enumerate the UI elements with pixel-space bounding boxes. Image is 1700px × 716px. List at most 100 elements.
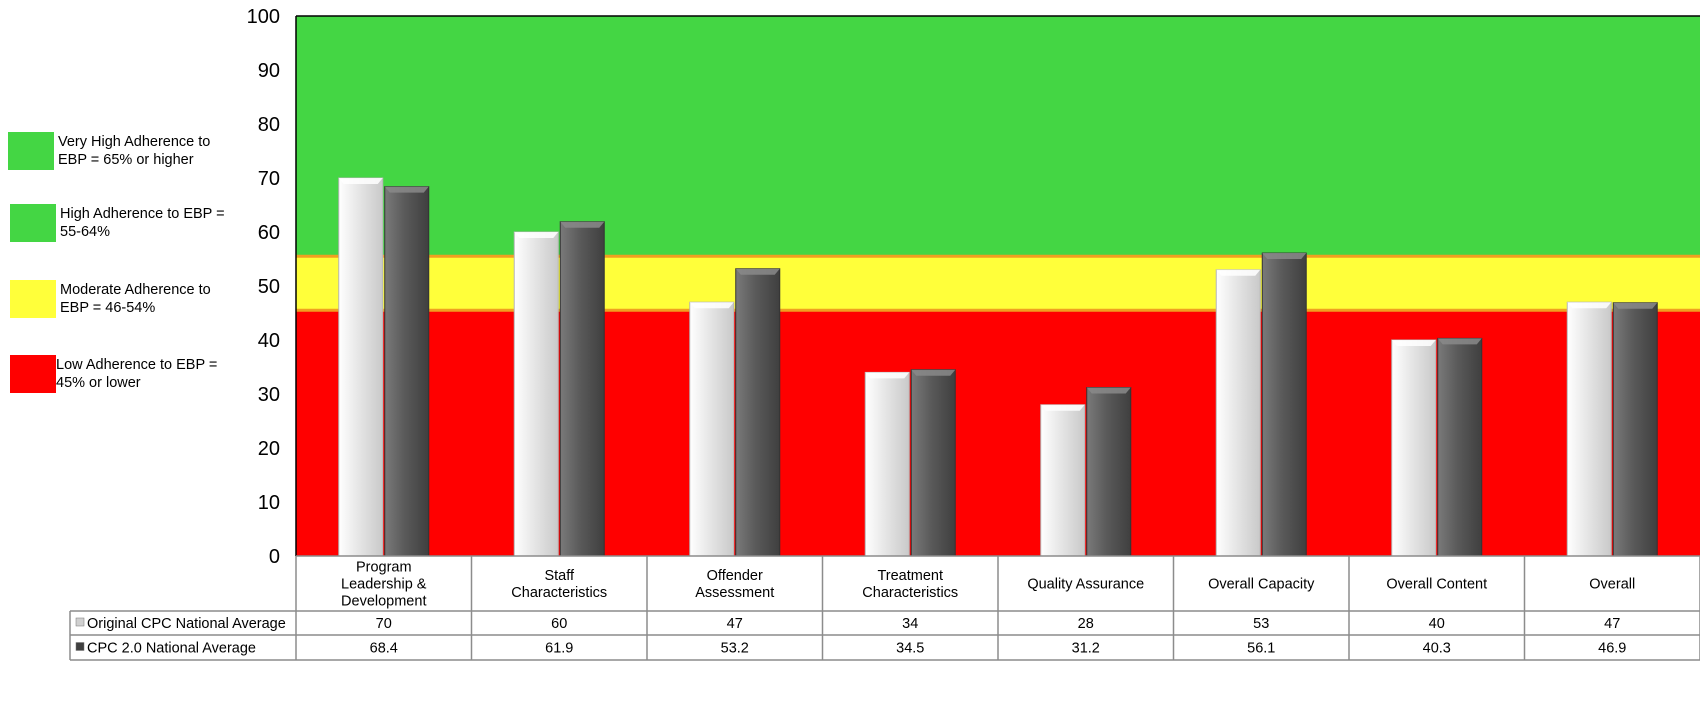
bar-body	[1040, 404, 1086, 557]
series-name-label: CPC 2.0 National Average	[87, 641, 256, 657]
y-tick-label: 50	[258, 276, 280, 298]
bar-top-bevel	[1613, 302, 1658, 309]
data-value-label: 34.5	[896, 641, 924, 657]
bar-body	[1612, 302, 1658, 557]
bar-body	[1086, 387, 1132, 557]
bar-top-bevel	[1437, 338, 1482, 345]
data-value-label: 46.9	[1598, 641, 1626, 657]
legend-text-line: Moderate Adherence to	[60, 282, 211, 298]
bar-body	[559, 221, 605, 557]
data-value-label: 53.2	[721, 641, 749, 657]
y-tick-label: 100	[247, 6, 280, 28]
bar-series-2-1	[559, 221, 605, 557]
bar-top-bevel	[338, 178, 383, 184]
y-tick-label: 90	[258, 60, 280, 82]
bar-series-2-6	[1437, 337, 1483, 557]
background-band-1	[296, 256, 1700, 311]
y-tick-label: 60	[258, 222, 280, 244]
y-tick-label: 10	[258, 492, 280, 514]
bar-top-bevel	[1086, 387, 1131, 394]
bar-body	[864, 371, 910, 557]
category-label: Overall Capacity	[1208, 577, 1315, 593]
bar-series-2-0	[384, 186, 430, 557]
legend-text-line: EBP = 65% or higher	[58, 152, 194, 168]
legend-text-line: EBP = 46-54%	[60, 300, 156, 316]
legend-swatch-very-high	[8, 132, 54, 170]
bar-body	[338, 177, 384, 557]
category-label: Treatment Characteristics	[862, 568, 958, 601]
legend-item-very-high: Very High Adherence to EBP = 65% or high…	[8, 132, 233, 170]
bar-body	[1261, 252, 1307, 557]
legend-text-line: High Adherence to EBP =	[60, 206, 225, 222]
bar-top-bevel	[1040, 404, 1085, 411]
bar-series-1-3	[864, 371, 910, 557]
bar-series-1-5	[1215, 269, 1261, 557]
bar-body	[1566, 301, 1612, 557]
bar-series-2-3	[910, 369, 956, 557]
bar-top-bevel	[689, 302, 734, 309]
data-value-label: 56.1	[1247, 641, 1275, 657]
y-tick-label: 30	[258, 384, 280, 406]
data-value-label: 47	[727, 616, 743, 632]
category-label: Overall Content	[1386, 577, 1487, 593]
bar-top-bevel	[560, 221, 605, 228]
data-value-label: 60	[551, 616, 567, 632]
data-value-label: 70	[376, 616, 392, 632]
y-tick-label: 80	[258, 114, 280, 136]
legend-item-low: Low Adherence to EBP = 45% or lower	[10, 355, 231, 393]
legend-swatch-high	[10, 204, 56, 242]
bar-series-1-4	[1040, 404, 1086, 557]
legend-swatch-moderate	[10, 280, 56, 318]
data-value-label: 40.3	[1423, 641, 1451, 657]
bar-top-bevel	[1262, 253, 1307, 260]
bar-body	[1391, 339, 1437, 557]
legend-item-high: High Adherence to EBP = 55-64%	[10, 204, 235, 242]
legend-swatch-low	[10, 355, 56, 393]
legend-text-line: Very High Adherence to	[58, 134, 211, 150]
category-label: Quality Assurance	[1027, 577, 1144, 593]
data-value-label: 40	[1429, 616, 1445, 632]
bar-series-1-0	[338, 177, 384, 557]
data-value-label: 53	[1253, 616, 1269, 632]
bar-body	[910, 369, 956, 557]
bar-body	[1437, 337, 1483, 557]
legend-item-moderate: Moderate Adherence to EBP = 46-54%	[10, 280, 235, 318]
bar-top-bevel	[865, 372, 910, 379]
bar-series-1-1	[513, 231, 559, 557]
y-tick-label: 20	[258, 438, 280, 460]
bar-body	[735, 268, 781, 557]
bar-body	[1215, 269, 1261, 557]
bar-top-bevel	[1567, 302, 1612, 309]
series-legend-swatch	[75, 642, 85, 651]
data-value-label: 28	[1078, 616, 1094, 632]
bar-body	[513, 231, 559, 557]
bar-body	[384, 186, 430, 557]
bar-series-1-7	[1566, 301, 1612, 557]
adherence-legend: Very High Adherence to EBP = 65% or high…	[0, 0, 290, 716]
y-tick-label: 40	[258, 330, 280, 352]
bar-top-bevel	[514, 232, 559, 238]
bar-top-bevel	[384, 186, 429, 193]
bar-series-2-4	[1086, 387, 1132, 557]
data-value-label: 31.2	[1072, 641, 1100, 657]
legend-text-line: Low Adherence to EBP =	[56, 357, 218, 373]
background-band-2	[296, 16, 1700, 257]
category-label: Overall	[1589, 577, 1635, 593]
legend-text-line: 55-64%	[60, 224, 110, 240]
bar-series-2-2	[735, 268, 781, 557]
bar-series-2-5	[1261, 252, 1307, 557]
background-band-0	[296, 310, 1700, 556]
data-value-label: 34	[902, 616, 918, 632]
category-label: Program Leadership & Development	[341, 560, 427, 610]
series-name-label: Original CPC National Average	[87, 616, 286, 632]
category-label: Offender Assessment	[695, 568, 774, 601]
bar-series-1-6	[1391, 339, 1437, 557]
series-legend-swatch	[75, 617, 85, 627]
legend-text-line: 45% or lower	[56, 375, 141, 391]
bar-top-bevel	[1391, 340, 1436, 346]
category-label: Staff Characteristics	[511, 568, 607, 601]
data-value-label: 47	[1604, 616, 1620, 632]
data-value-label: 61.9	[545, 641, 573, 657]
bar-body	[689, 301, 735, 557]
